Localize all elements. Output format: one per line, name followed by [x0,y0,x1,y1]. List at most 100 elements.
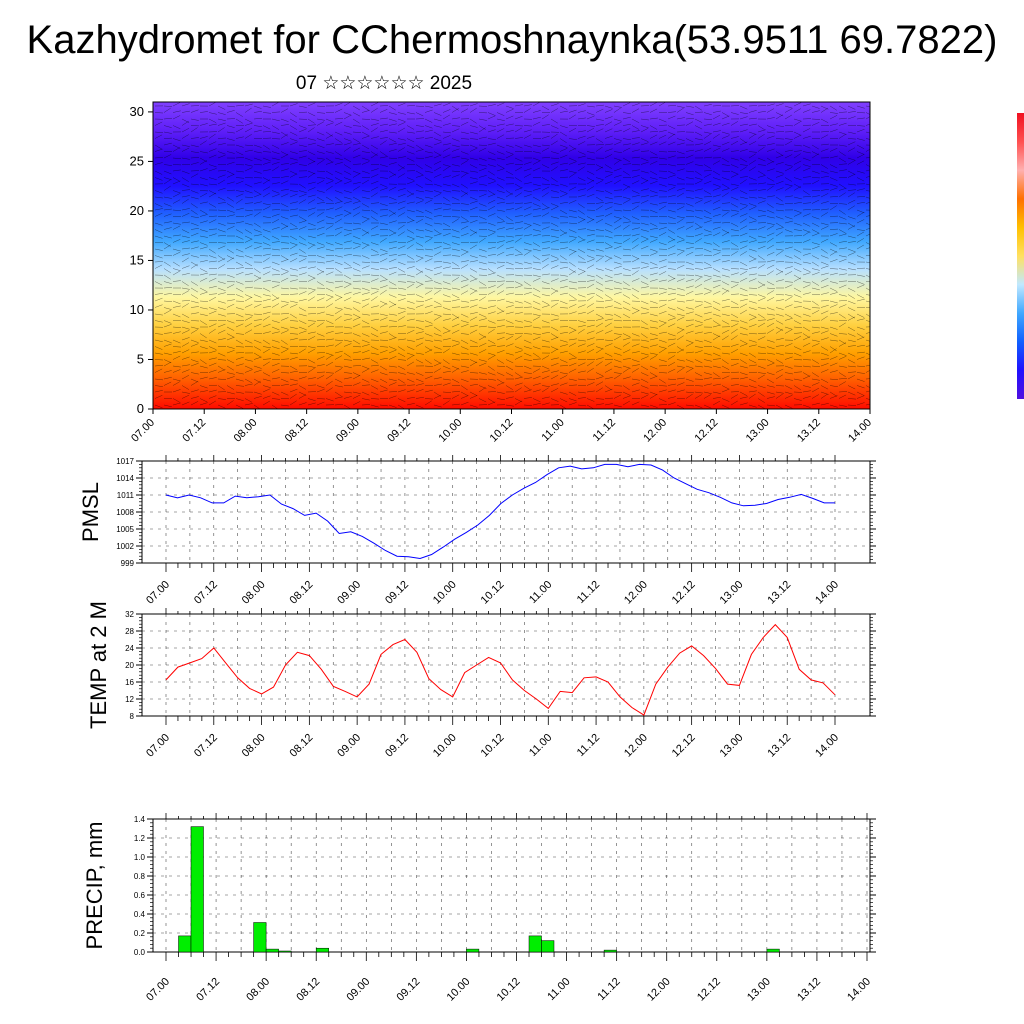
grid [153,818,870,953]
x-tick-label: 12.12 [670,732,698,760]
y-axis-title: PMSL [78,482,103,542]
x-tick-label: 13.12 [765,732,793,760]
x-tick-label: 13.12 [765,579,793,607]
x-tick-label: 08.12 [294,976,322,1004]
x-tick-label: 09.12 [395,976,423,1004]
y-tick-label: 1005 [116,525,134,534]
precip-bar [766,948,780,953]
x-tick-label: 12.00 [641,417,669,445]
precip-bar [265,948,279,953]
y-tick-label: 1014 [116,474,134,483]
x-tick-label: 11.12 [575,579,602,606]
y-tick-label: 24 [125,644,134,653]
y-tick-label: 1017 [116,457,134,466]
x-tick-label: 07.00 [144,976,172,1004]
y-tick-label: 5 [137,351,144,366]
y-tick-label: 10 [130,302,144,317]
x-tick-label: 10.00 [445,976,473,1004]
x-tick-label: 13.12 [795,976,823,1004]
temperature-panel: 8 12 16 20 24 28 32 07.00 07.12 08.00 08.12 09.00 09… [86,601,876,760]
x-tick-label: 12.00 [622,732,650,760]
x-tick-label: 10.12 [479,579,507,607]
x-tick-label: 13.00 [718,732,746,760]
x-tick-label: 12.00 [645,976,673,1004]
x-tick-label: 08.00 [240,732,268,760]
x-tick-label: 12.12 [693,417,721,445]
x-tick-label: 11.00 [527,732,554,759]
y-tick-label: 0 [137,401,144,416]
colorbar-strip [1017,113,1024,399]
y-tick-label: 28 [125,627,134,636]
x-tick-label: 08.12 [288,732,316,760]
wind-barbs [154,102,870,409]
precip-bar [315,947,329,953]
x-tick-label: 13.12 [795,417,823,445]
x-tick-label: 11.00 [539,417,566,444]
y-tick-label: 20 [130,203,144,218]
x-tick-label: 10.12 [495,976,523,1004]
y-tick-label: 1.0 [134,853,146,862]
x-tick-label: 12.12 [695,976,723,1004]
x-tick-label: 08.00 [240,579,268,607]
y-tick-label: 999 [121,559,135,568]
plot-area [153,819,870,952]
cross-section-field [153,102,870,409]
x-tick-label: 09.00 [334,417,362,445]
precip-bar [528,935,542,953]
x-tick-label: 11.00 [545,976,572,1003]
pmsl-panel: 999 1002 1005 1008 1011 1014 1017 07.00 07.12 08.… [78,455,876,607]
x-tick-label: 09.00 [344,976,372,1004]
x-tick-label: 10.12 [479,732,507,760]
x-tick-label: 11.12 [591,417,618,444]
y-tick-label: 30 [130,104,144,119]
x-tick-label: 12.00 [622,579,650,607]
x-tick-label: 13.00 [744,417,772,445]
x-tick-label: 07.00 [144,579,172,607]
y-tick-label: 12 [125,695,134,704]
series-line [165,623,836,716]
precip-bar [278,950,292,953]
y-tick-label: 1002 [116,542,134,551]
x-tick-label: 08.00 [232,417,260,445]
x-tick-label: 07.12 [180,417,208,445]
y-tick-label: 8 [130,712,135,721]
x-tick-label: 13.00 [718,579,746,607]
x-tick-label: 07.12 [192,579,220,607]
x-tick-label: 11.00 [527,579,554,606]
y-tick-label: 16 [125,678,134,687]
y-tick-label: 0.4 [134,910,146,919]
precip-bar [603,949,617,953]
y-tick-label: 0.0 [134,948,146,957]
x-tick-label: 14.00 [846,417,874,445]
x-tick-label: 14.00 [845,976,873,1004]
y-tick-label: 1008 [116,508,134,517]
y-tick-label: 1.4 [134,815,146,824]
y-tick-label: 1.2 [134,834,146,843]
x-tick-label: 08.00 [244,976,272,1004]
x-tick-label: 09.00 [335,732,363,760]
y-tick-label: 0.8 [134,872,146,881]
y-tick-label: 0.2 [134,929,146,938]
x-tick-label: 09.00 [335,579,363,607]
x-tick-label: 09.12 [385,417,413,445]
y-tick-label: 20 [125,661,134,670]
precip-bar [466,948,480,953]
y-tick-label: 25 [130,153,144,168]
x-tick-label: 09.12 [383,732,411,760]
colorbar [1017,113,1024,399]
x-tick-label: 12.12 [670,579,698,607]
precipitation-panel: 0.0 0.2 0.4 0.6 0.8 1.0 1.2 1.4 07.00 07.12 08.00 0… [82,813,876,1004]
cross-section-panel: 0 5 10 15 20 25 30 07.00 07.12 08.00 08.12 09.00 09.… [129,101,874,445]
precip-bar [541,940,555,953]
y-tick-label: 0.6 [134,891,146,900]
y-tick-label: 32 [125,610,134,619]
x-tick-label: 08.12 [283,417,311,445]
x-tick-label: 07.12 [192,732,220,760]
x-tick-label: 10.00 [431,732,459,760]
x-tick-label: 14.00 [813,579,841,607]
precip-bar [178,935,192,953]
plot-frame [152,818,871,953]
x-tick-label: 10.12 [488,417,516,445]
x-tick-label: 14.00 [813,732,841,760]
